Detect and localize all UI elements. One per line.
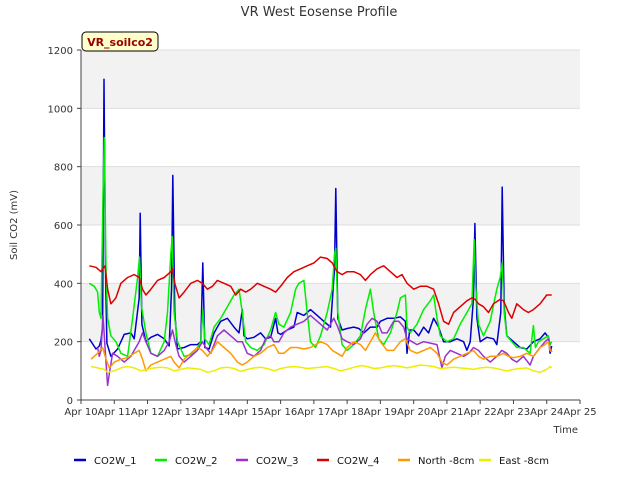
x-tick-label: Apr 13 (164, 407, 197, 418)
x-tick-label: Apr 17 (297, 407, 330, 418)
legend-entry: CO2W_1 (94, 456, 136, 467)
x-axis-label: Time (553, 425, 578, 436)
background-band (81, 283, 580, 342)
y-tick-label: 400 (54, 279, 73, 290)
x-tick-label: Apr 18 (331, 407, 364, 418)
x-tick-label: Apr 11 (98, 407, 131, 418)
legend-entry: CO2W_3 (256, 456, 298, 467)
x-axis-ticks: Apr 10 Apr 11 Apr 12 Apr 13 Apr 14 Apr 15 Apr … (64, 400, 597, 418)
y-axis-label: Soil CO2 (mV) (9, 190, 20, 260)
legend-entry: CO2W_4 (337, 456, 379, 467)
background-band (81, 166, 580, 225)
x-tick-label: Apr 24 (530, 407, 563, 418)
series-lines (88, 78, 553, 387)
series-line-co2w-4 (89, 256, 552, 325)
chart-title: VR West Eosense Profile (241, 5, 398, 20)
x-tick-label: Apr 19 (364, 407, 397, 418)
y-tick-label: 0 (67, 396, 73, 407)
x-tick-label: Apr 25 (563, 407, 596, 418)
y-tick-label: 1200 (48, 46, 73, 57)
series-line-co2w-3 (96, 314, 553, 387)
x-tick-label: Apr 22 (464, 407, 497, 418)
legend-entry: East -8cm (499, 456, 549, 467)
background-band (81, 50, 580, 109)
y-tick-label: 200 (54, 338, 73, 349)
y-axis-ticks: 0 200 400 600 800 1000 1200 (48, 46, 81, 407)
site-tag-label: VR_soilco2 (87, 36, 153, 49)
y-tick-label: 800 (54, 163, 73, 174)
y-tick-label: 1000 (48, 104, 73, 115)
x-tick-label: Apr 20 (397, 407, 430, 418)
x-tick-label: Apr 12 (131, 407, 164, 418)
x-tick-label: Apr 10 (64, 407, 97, 418)
legend-entry: CO2W_2 (175, 456, 217, 467)
legend-entry: North -8cm (418, 456, 474, 467)
x-tick-label: Apr 23 (497, 407, 530, 418)
series-line-east-8cm (90, 364, 553, 374)
series-line-co2w-2 (88, 136, 553, 358)
site-tag-box (81, 31, 159, 52)
series-line-north-8cm (90, 332, 553, 372)
site-tag: VR_soilco2 (81, 31, 159, 52)
x-tick-label: Apr 14 (197, 407, 230, 418)
x-tick-label: Apr 21 (430, 407, 463, 418)
legend: CO2W_1 CO2W_2 CO2W_3 CO2W_4 North -8cm East -… (74, 456, 549, 467)
x-tick-label: Apr 15 (231, 407, 264, 418)
x-tick-label: Apr 16 (264, 407, 297, 418)
y-tick-label: 600 (54, 221, 73, 232)
